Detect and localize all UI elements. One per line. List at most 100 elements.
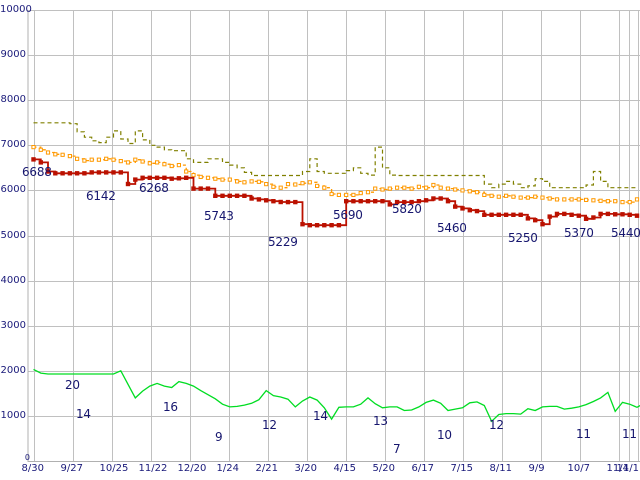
volume-data-label: 14 <box>313 409 328 423</box>
series-marker <box>249 196 254 201</box>
series-marker <box>387 186 392 191</box>
series-marker <box>169 163 174 169</box>
price-data-label: 5229 <box>268 235 298 249</box>
series-marker <box>162 175 167 181</box>
series-marker <box>234 193 240 199</box>
series-marker <box>256 197 262 202</box>
series-marker <box>489 193 494 198</box>
y-axis-tick: 3000 <box>0 319 26 331</box>
x-axis-tick: 9/27 <box>60 463 83 474</box>
series-marker <box>336 223 342 228</box>
series-marker <box>540 195 545 200</box>
series-marker <box>416 184 421 189</box>
volume-data-label: 11 <box>576 427 591 441</box>
series-upper-band <box>33 122 637 189</box>
series-marker <box>264 198 269 203</box>
series-marker <box>147 161 152 166</box>
series-marker <box>525 195 530 200</box>
x-axis-tick: 6/17 <box>411 463 434 474</box>
series-marker <box>264 182 269 187</box>
series-marker <box>191 173 196 178</box>
series-marker <box>38 147 43 152</box>
x-axis-tick: 1/24 <box>216 463 239 474</box>
series-marker <box>627 200 632 205</box>
x-axis-tick: 4/15 <box>333 463 356 474</box>
series-marker <box>518 212 523 218</box>
series-marker <box>496 194 501 199</box>
series-marker <box>584 197 589 203</box>
series-marker <box>300 181 305 186</box>
series-marker <box>620 200 625 205</box>
series-marker <box>576 197 581 202</box>
series-marker <box>227 177 232 182</box>
series-marker <box>96 157 102 162</box>
volume-data-label: 20 <box>65 378 80 392</box>
price-data-label: 5820 <box>392 202 422 216</box>
series-marker <box>511 194 516 199</box>
series-mid-band <box>31 145 640 205</box>
volume-data-label: 14 <box>76 407 91 421</box>
series-marker <box>38 160 43 165</box>
price-data-label: 5250 <box>508 231 538 245</box>
series-marker <box>220 193 225 199</box>
series-marker <box>416 199 422 204</box>
series-marker <box>482 212 487 218</box>
series-marker <box>82 158 87 163</box>
series-marker <box>140 175 145 181</box>
series-marker <box>344 192 349 198</box>
series-marker <box>467 208 473 213</box>
y-axis-tick: 4000 <box>0 274 26 286</box>
x-axis-tick: 10/25 <box>99 463 129 474</box>
series-marker <box>104 156 109 161</box>
series-marker <box>147 175 153 181</box>
series-marker <box>554 211 560 217</box>
y-axis-tick: 7000 <box>0 139 26 151</box>
series-marker <box>118 170 123 175</box>
series-marker <box>445 186 451 191</box>
series-marker <box>154 175 160 181</box>
series-marker <box>242 180 247 185</box>
series-marker <box>402 185 407 190</box>
series-marker <box>191 186 196 191</box>
series-line-volume <box>33 368 640 423</box>
series-marker <box>525 216 531 221</box>
series-marker <box>235 179 240 184</box>
series-marker <box>380 187 385 192</box>
series-marker <box>634 197 640 202</box>
series-marker <box>423 198 429 203</box>
series-marker <box>598 198 603 203</box>
price-data-label: 6142 <box>86 189 116 203</box>
series-marker <box>213 193 218 199</box>
series-marker <box>365 199 371 204</box>
x-axis-tick: 7/15 <box>450 463 473 474</box>
price-data-label: 5743 <box>204 209 234 223</box>
series-marker <box>89 170 94 175</box>
y-axis-tick: 0 <box>24 453 30 462</box>
series-marker <box>125 181 131 187</box>
series-marker <box>293 182 298 187</box>
series-marker <box>322 185 327 190</box>
series-marker <box>315 183 320 189</box>
series-marker <box>220 177 225 182</box>
series-marker <box>271 199 276 204</box>
series-marker <box>82 171 87 176</box>
series-marker <box>53 171 58 176</box>
series-marker <box>518 195 523 200</box>
x-axis-tick: 9/9 <box>528 463 545 474</box>
series-marker <box>380 199 385 204</box>
x-axis-tick: 2/21 <box>255 463 278 474</box>
x-axis-tick: 12/20 <box>177 463 207 474</box>
series-marker <box>75 156 80 161</box>
series-marker <box>45 150 51 155</box>
price-data-label: 5370 <box>564 226 594 240</box>
series-marker <box>613 212 618 217</box>
series-marker <box>125 160 131 165</box>
volume-data-label: 11 <box>622 427 637 441</box>
series-marker <box>89 157 94 162</box>
series-marker <box>583 216 589 222</box>
series-marker <box>67 154 73 159</box>
y-axis-tick: 8000 <box>0 94 26 106</box>
series-marker <box>504 193 509 198</box>
